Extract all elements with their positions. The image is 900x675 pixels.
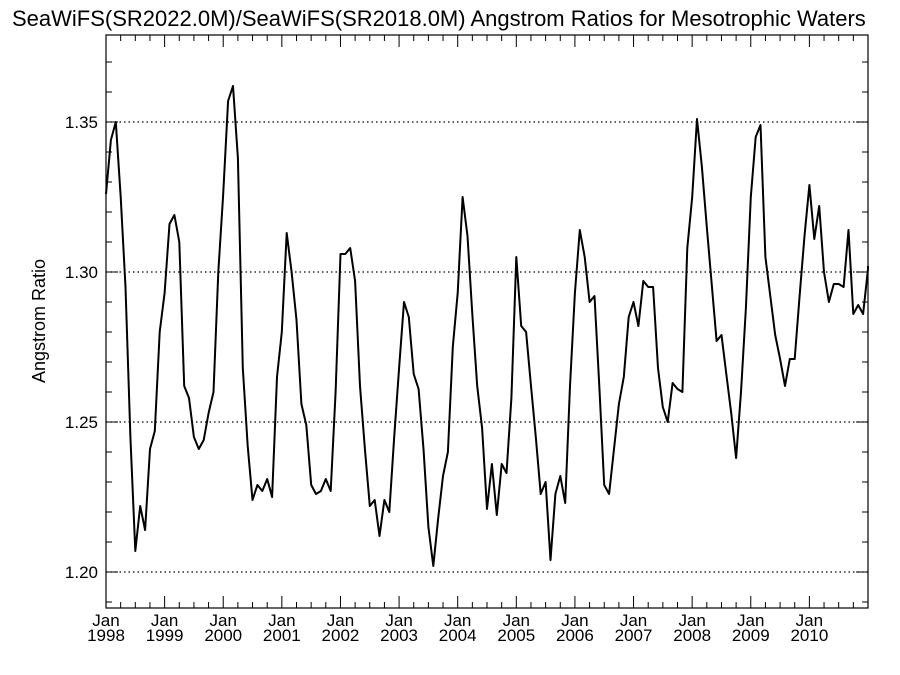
x-tick-month-label: Jan	[385, 611, 412, 630]
axis-ticks	[105, 35, 869, 608]
plot-frame	[105, 34, 869, 609]
x-tick-year-label: 2010	[790, 626, 828, 645]
x-tick-year-label: 2005	[497, 626, 535, 645]
x-tick-month-label: Jan	[151, 611, 178, 630]
x-tick-year-label: 2008	[673, 626, 711, 645]
x-tick-year-label: 2002	[322, 626, 360, 645]
x-tick-year-label: 2003	[380, 626, 418, 645]
x-tick-month-label: Jan	[268, 611, 295, 630]
x-tick-year-label: 1999	[146, 626, 184, 645]
x-tick-month-label: Jan	[444, 611, 471, 630]
chart-title: SeaWiFS(SR2022.0M)/SeaWiFS(SR2018.0M) An…	[12, 6, 866, 31]
x-tick-year-label: 2001	[263, 626, 301, 645]
y-axis-label: Angstrom Ratio	[29, 259, 49, 383]
series-line	[105, 85, 869, 567]
x-tick-month-label: Jan	[327, 611, 354, 630]
x-tick-year-label: 2004	[439, 626, 477, 645]
x-tick-year-label: 2009	[732, 626, 770, 645]
series-layer	[105, 85, 869, 567]
x-tick-month-label: Jan	[678, 611, 705, 630]
y-tick-labels: 1.20 1.25 1.30 1.35	[65, 113, 98, 582]
x-tick-year-label: 2007	[615, 626, 653, 645]
x-tick-month-label: Jan	[620, 611, 647, 630]
x-tick-month-label: Jan	[92, 611, 119, 630]
x-tick-year-label: 2000	[204, 626, 242, 645]
x-tick-month-label: Jan	[561, 611, 588, 630]
gridlines	[106, 121, 868, 573]
x-tick-year-label: 2006	[556, 626, 594, 645]
y-tick-label: 1.20	[65, 563, 98, 582]
y-tick-label: 1.25	[65, 413, 98, 432]
x-tick-year-label: 1998	[87, 626, 125, 645]
x-tick-month-label: Jan	[210, 611, 237, 630]
y-tick-label: 1.35	[65, 113, 98, 132]
x-tick-month-label: Jan	[796, 611, 823, 630]
x-tick-month-label: Jan	[737, 611, 764, 630]
x-tick-labels: Jan1998Jan1999Jan2000Jan2001Jan2002Jan20…	[87, 611, 828, 645]
y-tick-label: 1.30	[65, 263, 98, 282]
x-tick-month-label: Jan	[503, 611, 530, 630]
